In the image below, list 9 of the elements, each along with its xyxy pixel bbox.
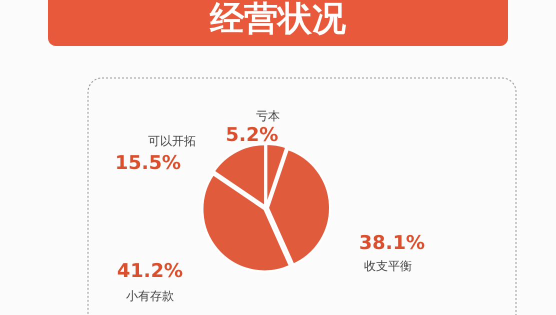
slice-label: 可以开拓: [148, 134, 196, 148]
data-label: 15.5%: [115, 152, 181, 174]
chart-title: 经营状况: [209, 0, 347, 39]
slice-label: 亏本: [256, 109, 280, 123]
data-label: 5.2%: [226, 124, 278, 146]
data-label: 41.2%: [117, 260, 183, 282]
data-label: 38.1%: [359, 232, 425, 254]
slice-label: 收支平衡: [364, 259, 412, 273]
slice-label: 小有存款: [126, 289, 174, 303]
